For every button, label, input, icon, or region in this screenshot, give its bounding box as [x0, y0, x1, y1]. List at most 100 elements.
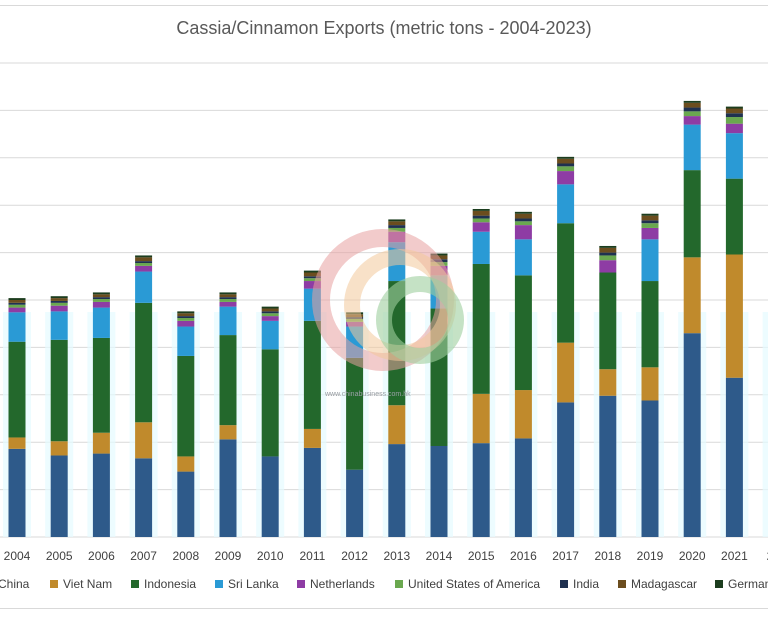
x-tick-label: 2019: [637, 549, 664, 563]
bar-indonesia-2015: [472, 263, 490, 394]
bar-china-2013: [388, 444, 406, 537]
x-tick-label: 2012: [341, 549, 368, 563]
bar-viet-nam-2005: [50, 441, 68, 456]
bar-viet-nam-2018: [599, 369, 617, 396]
bar-indonesia-2012: [346, 357, 364, 470]
legend-item-indonesia: Indonesia: [131, 577, 196, 591]
x-tick-label: 2021: [721, 549, 748, 563]
bar-india-2010: [261, 311, 279, 314]
bar-netherlands-2017: [557, 171, 575, 185]
legend-item-madagascar: Madagascar: [618, 577, 697, 591]
legend-label-india: India: [573, 577, 600, 591]
bar-united-states-of-america-2021: [725, 117, 743, 124]
legend-swatch-india: [560, 580, 568, 588]
legend-item-usa: United States of America: [395, 577, 540, 591]
bar-china-2015: [472, 443, 490, 537]
bar-viet-nam-2013: [388, 405, 406, 445]
legend-swatch-usa: [395, 580, 403, 588]
bar-china-2016: [514, 438, 532, 537]
bar-united-states-of-america-2004: [8, 304, 26, 308]
bar-madagascar-2018: [599, 247, 617, 253]
bar-indonesia-2019: [641, 281, 659, 368]
bar-china-2021: [725, 377, 743, 537]
bar-madagascar-2009: [219, 294, 237, 298]
watermark-text: www.chinabusiness.com.hk: [325, 391, 411, 398]
bar-china-2005: [50, 455, 68, 537]
legend-label-china: China: [0, 577, 30, 591]
legend-label-sri-lanka: Sri Lanka: [228, 577, 279, 591]
bar-sri-lanka-2016: [514, 239, 532, 276]
bar-madagascar-2013: [388, 221, 406, 226]
bar-sri-lanka-2004: [8, 312, 26, 342]
bar-china-2004: [8, 448, 26, 537]
bar-madagascar-2021: [725, 108, 743, 114]
bar-united-states-of-america-2015: [472, 218, 490, 223]
bar-germany-2016: [514, 211, 532, 214]
bar-madagascar-2011: [303, 272, 321, 277]
bar-viet-nam-2009: [219, 425, 237, 440]
x-tick-label: 2005: [46, 549, 73, 563]
x-tick-label: 2016: [510, 549, 537, 563]
bar-germany-2007: [135, 255, 153, 258]
bar-united-states-of-america-2019: [641, 223, 659, 228]
bar-viet-nam-2021: [725, 254, 743, 378]
bar-netherlands-2021: [725, 123, 743, 134]
bar-germany-2010: [261, 306, 279, 309]
bar-united-states-of-america-2017: [557, 166, 575, 172]
bar-madagascar-2016: [514, 213, 532, 219]
bar-viet-nam-2006: [92, 432, 110, 454]
legend-swatch-sri-lanka: [215, 580, 223, 588]
bar-india-2018: [599, 252, 617, 256]
legend-item-germany: German: [715, 577, 768, 591]
bar-united-states-of-america-2020: [683, 111, 701, 117]
bar-madagascar-2017: [557, 158, 575, 164]
bar-sri-lanka-2007: [135, 271, 153, 303]
bar-china-2008: [177, 471, 195, 537]
bar-india-2006: [92, 297, 110, 300]
legend-label-germany: German: [728, 577, 768, 591]
bar-netherlands-2016: [514, 225, 532, 240]
bar-india-2015: [472, 215, 490, 219]
bar-india-2017: [557, 163, 575, 167]
bar-china-2010: [261, 456, 279, 537]
chart-title: Cassia/Cinnamon Exports (metric tons - 2…: [176, 18, 592, 38]
bar-sri-lanka-2015: [472, 231, 490, 264]
x-tick-label: 2008: [172, 549, 199, 563]
legend-item-viet-nam: Viet Nam: [50, 577, 112, 591]
legend-swatch-netherlands: [297, 580, 305, 588]
bar-germany-2014: [430, 253, 448, 256]
bar-india-2021: [725, 113, 743, 118]
bar-madagascar-2005: [50, 298, 68, 301]
bar-madagascar-2008: [177, 313, 195, 317]
bar-indonesia-2017: [557, 223, 575, 343]
bar-sri-lanka-2006: [92, 307, 110, 338]
x-tick-label: 2011: [299, 549, 325, 563]
legend-label-usa: United States of America: [408, 577, 541, 591]
x-tick-label: 202: [767, 549, 768, 563]
legend-swatch-germany: [715, 580, 723, 588]
background-tint: [762, 312, 768, 537]
bar-sri-lanka-2005: [50, 311, 68, 340]
legend-swatch-indonesia: [131, 580, 139, 588]
bar-china-2019: [641, 400, 659, 537]
bar-viet-nam-2004: [8, 437, 26, 449]
legend-label-indonesia: Indonesia: [144, 577, 197, 591]
bar-china-2017: [557, 402, 575, 537]
x-tick-label: 2017: [552, 549, 579, 563]
bar-madagascar-2020: [683, 102, 701, 108]
bar-germany-2009: [219, 292, 237, 295]
bar-indonesia-2004: [8, 341, 26, 438]
legend-item-sri-lanka: Sri Lanka: [215, 577, 279, 591]
bar-netherlands-2007: [135, 265, 153, 272]
bar-viet-nam-2008: [177, 456, 195, 472]
bar-netherlands-2005: [50, 305, 68, 312]
x-tick-label: 2015: [468, 549, 495, 563]
x-tick-label: 2006: [88, 549, 115, 563]
bar-china-2012: [346, 469, 364, 537]
bar-united-states-of-america-2005: [50, 302, 68, 306]
bar-indonesia-2010: [261, 349, 279, 457]
bar-germany-2008: [177, 311, 195, 314]
bar-united-states-of-america-2016: [514, 221, 532, 226]
bar-viet-nam-2007: [135, 422, 153, 459]
bar-united-states-of-america-2009: [219, 299, 237, 302]
